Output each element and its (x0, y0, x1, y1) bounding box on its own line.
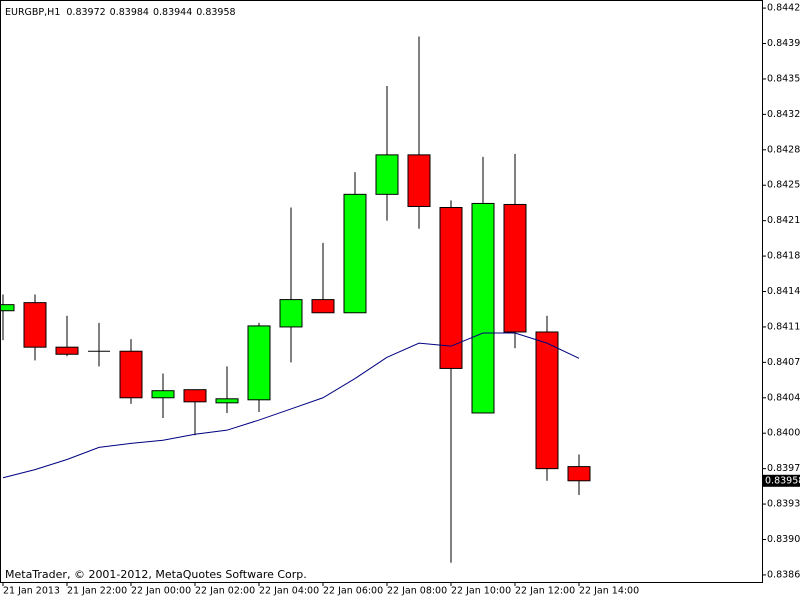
high-value: 0.83984 (110, 7, 149, 18)
copyright: MetaTrader, © 2001-2012, MetaQuotes Soft… (5, 568, 307, 581)
y-tick-label: 0.84005 (767, 428, 800, 439)
x-tick-label: 22 Jan 12:00 (515, 586, 575, 597)
candle-body (279, 299, 303, 328)
candle-body (471, 202, 495, 414)
candle-body (151, 390, 175, 399)
candle-body (119, 350, 143, 399)
candle-body (375, 154, 399, 195)
candle-body (215, 398, 239, 404)
candle-body (407, 154, 431, 207)
candle-body (343, 193, 367, 314)
candle-body (439, 206, 463, 369)
y-tick-label: 0.84075 (767, 357, 800, 368)
price-label: 0.83958 (765, 475, 800, 486)
low-value: 0.83944 (153, 7, 192, 18)
price-label-box (763, 474, 800, 487)
x-tick-label: 21 Jan 22:00 (67, 586, 127, 597)
y-tick-label: 0.84145 (767, 286, 800, 297)
close-value: 0.83958 (196, 7, 235, 18)
x-tick-label: 22 Jan 06:00 (323, 586, 383, 597)
x-tick-label: 22 Jan 14:00 (579, 586, 639, 597)
candle-body (503, 203, 527, 333)
x-tick-label: 22 Jan 08:00 (387, 586, 447, 597)
y-tick-label: 0.84355 (767, 73, 800, 84)
chart-title: EURGBP,H1 0.83972 0.83984 0.83944 0.83958 (5, 7, 236, 18)
y-tick-label: 0.84285 (767, 144, 800, 155)
open-value: 0.83972 (66, 7, 105, 18)
plot-area (1, 36, 591, 563)
x-tick-label: 22 Jan 10:00 (451, 586, 511, 597)
y-tick-label: 0.84425 (767, 3, 800, 14)
y-tick-label: 0.83935 (767, 499, 800, 510)
y-tick-label: 0.83865 (767, 569, 800, 580)
candle-body (23, 302, 47, 348)
candle-body (183, 389, 207, 403)
symbol: EURGBP,H1 (5, 7, 60, 18)
x-tick-label: 22 Jan 04:00 (259, 586, 319, 597)
x-tick-label: 22 Jan 02:00 (195, 586, 255, 597)
candle-body (535, 331, 559, 470)
moving-average (2, 332, 580, 479)
candle-body (247, 325, 271, 401)
candle-body (1, 304, 15, 312)
candle-body (311, 299, 335, 314)
candle-body (55, 346, 79, 355)
plot-frame (0, 0, 763, 583)
candle-body (567, 466, 591, 482)
x-tick-label: 21 Jan 2013 (3, 586, 60, 597)
y-tick-label: 0.84215 (767, 215, 800, 226)
x-tick-label: 22 Jan 00:00 (131, 586, 191, 597)
